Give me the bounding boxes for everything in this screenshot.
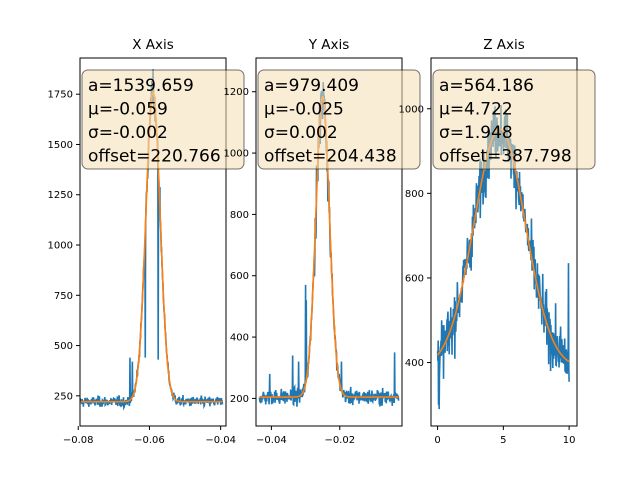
y-tick-label: 1500 xyxy=(48,140,73,151)
annotation-line: σ=0.002 xyxy=(264,123,338,143)
fit-parameters-box: a=564.186 μ=4.722 σ=1.948 offset=387.798 xyxy=(432,69,596,170)
y-tick-label: 1200 xyxy=(224,87,249,98)
series-lines xyxy=(258,82,400,407)
annotation-line: offset=387.798 xyxy=(439,147,572,167)
annotation-line: σ=1.948 xyxy=(439,123,513,143)
annotation-box xyxy=(432,69,596,170)
y-tick-label: 400 xyxy=(230,333,249,344)
annotation-line: σ=-0.002 xyxy=(88,123,168,143)
x-tick-label: 5 xyxy=(500,435,506,446)
fit-parameters-box: a=1539.659 μ=-0.059 σ=-0.002 offset=220.… xyxy=(81,69,245,170)
annotation-line: μ=-0.059 xyxy=(88,100,168,120)
x-tick-label: 0 xyxy=(434,435,440,446)
subplot-x-axis: X Axis −0.08 −0.06 −0.04 250 500 750 100… xyxy=(48,37,245,446)
y-tick-label: 250 xyxy=(54,391,73,402)
y-tick-label: 400 xyxy=(405,358,424,369)
x-ticks: −0.08 −0.06 −0.04 xyxy=(63,426,236,446)
subplot-title: X Axis xyxy=(132,37,174,53)
annotation-line: a=1539.659 xyxy=(88,76,194,96)
fitted-curve-line xyxy=(259,95,399,398)
annotation-line: a=564.186 xyxy=(439,76,534,96)
y-tick-label: 1000 xyxy=(48,241,73,252)
x-ticks: −0.04 −0.02 xyxy=(256,426,355,446)
y-tick-label: 600 xyxy=(405,273,424,284)
x-ticks: 0 5 10 xyxy=(434,426,575,446)
y-tick-label: 800 xyxy=(230,210,249,221)
y-ticks: 200 400 600 800 1000 1200 xyxy=(224,87,256,405)
y-tick-label: 800 xyxy=(405,189,424,200)
y-tick-label: 500 xyxy=(54,341,73,352)
annotation-line: a=979.409 xyxy=(264,76,359,96)
y-tick-label: 1000 xyxy=(399,104,424,115)
annotation-line: μ=-0.025 xyxy=(264,100,344,120)
axes-frame xyxy=(430,57,578,427)
x-tick-label: −0.06 xyxy=(134,435,165,446)
y-ticks: 400 600 800 1000 xyxy=(399,104,431,369)
annotation-line: offset=220.766 xyxy=(88,147,221,167)
y-tick-label: 1000 xyxy=(224,149,249,160)
subplot-title: Y Axis xyxy=(308,37,350,53)
annotation-box xyxy=(257,69,421,170)
subplot-y-axis: Y Axis −0.04 −0.02 200 400 600 800 1000 … xyxy=(224,37,421,446)
y-tick-label: 600 xyxy=(230,271,249,282)
x-tick-label: −0.04 xyxy=(205,435,236,446)
y-tick-label: 1750 xyxy=(48,90,73,101)
x-tick-label: −0.04 xyxy=(256,435,287,446)
x-tick-label: −0.08 xyxy=(63,435,94,446)
annotation-line: offset=204.438 xyxy=(264,147,397,167)
annotation-box xyxy=(81,69,245,170)
y-tick-label: 200 xyxy=(230,394,249,405)
axes-frame xyxy=(255,57,403,427)
axes-frame xyxy=(79,57,227,427)
x-tick-label: 10 xyxy=(563,435,576,446)
subplot-title: Z Axis xyxy=(483,37,525,53)
annotation-line: μ=4.722 xyxy=(439,100,513,120)
y-tick-label: 1250 xyxy=(48,190,73,201)
fit-parameters-box: a=979.409 μ=-0.025 σ=0.002 offset=204.43… xyxy=(257,69,421,170)
y-tick-label: 750 xyxy=(54,291,73,302)
x-tick-label: −0.02 xyxy=(324,435,355,446)
y-ticks: 250 500 750 1000 1250 1500 1750 xyxy=(48,90,80,402)
subplot-z-axis: Z Axis 0 5 10 400 600 800 1000 a=564.186… xyxy=(399,37,596,446)
